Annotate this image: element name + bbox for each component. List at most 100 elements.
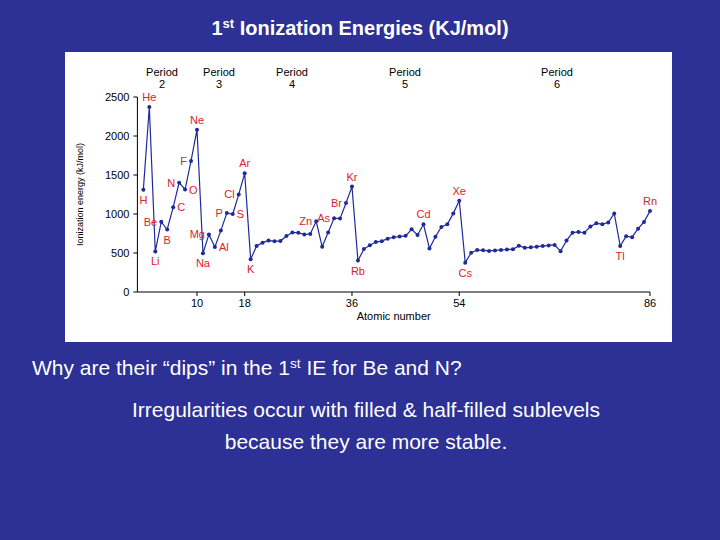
ie-point [278, 239, 282, 243]
answer-text: because they are more stable. [225, 430, 508, 453]
ie-point [618, 244, 622, 248]
y-axis-label: Ionization energy (kJ/mol) [75, 143, 85, 246]
ie-point [451, 211, 455, 215]
ie-point [320, 245, 324, 249]
ie-point [159, 220, 163, 224]
ie-point [422, 222, 426, 226]
ie-point [380, 239, 384, 243]
x-tick [459, 292, 460, 296]
element-label: Mg [190, 228, 205, 240]
ie-point [594, 221, 598, 225]
ie-point [547, 243, 551, 247]
element-label: N [167, 177, 175, 189]
element-label: Na [196, 257, 211, 269]
answer-text: Irregularities occur with filled & half-… [132, 398, 600, 421]
y-tick-label: 500 [111, 247, 129, 259]
ie-point [559, 249, 563, 253]
y-tick-label: 1500 [105, 169, 129, 181]
x-axis-label: Atomic number [357, 310, 431, 322]
element-label: C [177, 201, 185, 213]
ie-point [147, 105, 151, 109]
ie-point [499, 248, 503, 252]
ie-point [392, 235, 396, 239]
element-label: As [317, 212, 330, 224]
ie-point [213, 245, 217, 249]
element-label: Be [144, 216, 157, 228]
ie-point [410, 227, 414, 231]
y-tick [133, 97, 137, 98]
x-tick [650, 292, 651, 296]
ie-point [237, 192, 241, 196]
ie-point [457, 199, 461, 203]
element-label: Ne [190, 114, 204, 126]
slide-title: 1st Ionization Energies (KJ/mol) [211, 16, 508, 40]
ie-point [219, 229, 223, 233]
ie-point [332, 216, 336, 220]
ie-point [398, 235, 402, 239]
x-tick-label: 86 [644, 297, 656, 309]
ie-point [529, 245, 533, 249]
ie-point [630, 235, 634, 239]
y-tick [133, 175, 137, 176]
element-label: Zn [299, 215, 312, 227]
x-tick [244, 292, 245, 296]
ie-point [290, 231, 294, 235]
x-tick-label: 10 [191, 297, 203, 309]
ie-point [481, 248, 485, 252]
ie-point [249, 257, 253, 261]
element-label: K [247, 263, 255, 275]
ie-point [231, 212, 235, 216]
ie-point [404, 234, 408, 238]
ie-point [505, 247, 509, 251]
period-label: Period6 [541, 66, 573, 90]
ie-point [171, 205, 175, 209]
element-label: Al [219, 241, 229, 253]
ie-point [553, 243, 557, 247]
element-label: O [189, 184, 198, 196]
ie-point [469, 251, 473, 255]
ie-point [350, 185, 354, 189]
ie-point [487, 249, 491, 253]
ie-point [475, 248, 479, 252]
element-label: Rb [351, 265, 365, 277]
ie-point [416, 233, 420, 237]
y-axis [137, 97, 138, 292]
ie-point [576, 230, 580, 234]
ie-point [445, 222, 449, 226]
ie-point [535, 245, 539, 249]
ie-point [267, 239, 271, 243]
ie-point [201, 251, 205, 255]
x-tick [351, 292, 352, 296]
ie-point [571, 231, 575, 235]
ie-point [517, 244, 521, 248]
y-tick [133, 214, 137, 215]
ie-point [433, 235, 437, 239]
ie-point [207, 232, 211, 236]
ie-point [463, 261, 467, 265]
ie-point [177, 181, 181, 185]
element-label: Ar [239, 157, 250, 169]
ie-point [284, 234, 288, 238]
element-label: Kr [346, 171, 357, 183]
ie-point [165, 228, 169, 232]
ie-point [225, 211, 229, 215]
ie-point [302, 233, 306, 237]
element-label: B [164, 234, 171, 246]
y-tick [133, 136, 137, 137]
chart: Period2Period3Period4Period5Period605001… [75, 66, 657, 322]
ie-point [511, 247, 515, 251]
ie-point [296, 231, 300, 235]
ie-point [582, 231, 586, 235]
period-label: Period2 [146, 66, 178, 90]
ie-point [565, 239, 569, 243]
ie-point [261, 241, 265, 245]
ie-point [648, 209, 652, 213]
element-label: Xe [453, 185, 466, 197]
plot-area [141, 105, 652, 265]
ie-point [374, 240, 378, 244]
element-label: Cd [416, 208, 430, 220]
x-tick-label: 36 [346, 297, 358, 309]
period-label: Period4 [276, 66, 308, 90]
ie-point [439, 225, 443, 229]
element-label: S [237, 208, 244, 220]
